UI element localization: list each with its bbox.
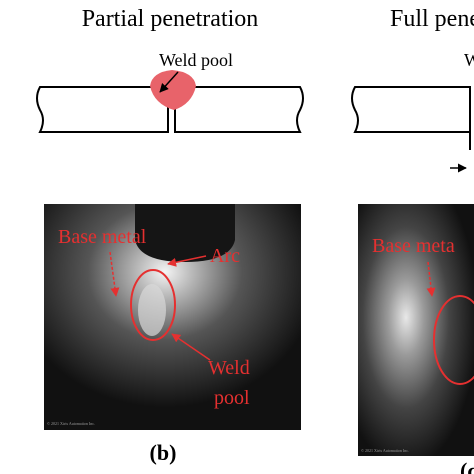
caption: (c [460, 458, 474, 474]
weld-pool [150, 70, 196, 110]
diagram-label: W [464, 50, 474, 70]
arrow [159, 71, 179, 93]
arrow [109, 251, 120, 297]
plate-diagram [36, 86, 304, 133]
watermark: © 2021 Xiris Automation Inc. [361, 448, 409, 453]
panel-title: Full pene [390, 6, 474, 32]
photo-label: pool [214, 387, 250, 409]
photo-label: Arc [210, 245, 240, 267]
arrow [167, 255, 207, 267]
caption: (b) [150, 440, 177, 465]
weld-photo: Base metal Arc Weld pool © 2021 Xiris Au… [44, 204, 301, 430]
plate-diagram [351, 86, 471, 150]
diagram-label: Weld pool [159, 50, 233, 70]
panel-title: Partial penetration [82, 6, 259, 32]
photo-label: Weld [208, 357, 250, 379]
photo-label: Base metal [58, 226, 147, 248]
weld-photo: Base meta © 2021 Xiris Automation Inc. [358, 204, 474, 456]
watermark: © 2021 Xiris Automation Inc. [47, 421, 95, 426]
arrow [171, 333, 211, 361]
arrow [426, 261, 436, 297]
photo-label: Base meta [372, 235, 455, 257]
